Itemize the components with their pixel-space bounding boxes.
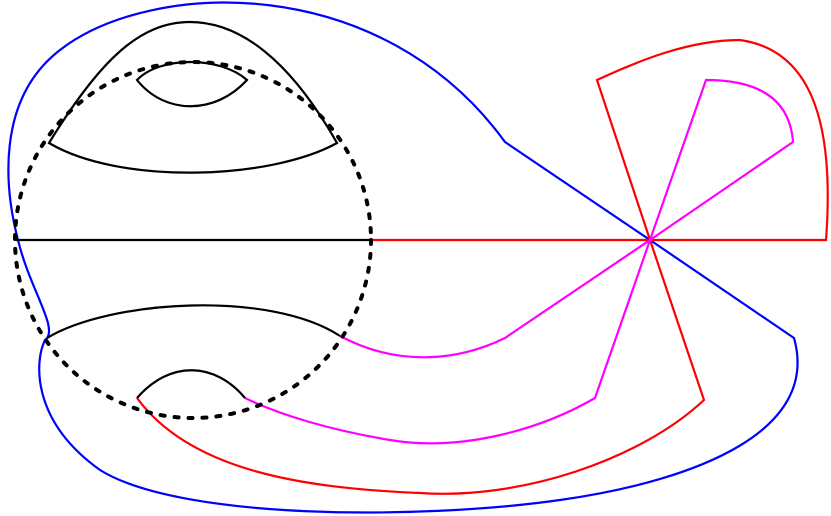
outer-loop-blue	[7, 1, 799, 514]
lower-arc-small	[136, 369, 246, 399]
upper-arc-large	[47, 20, 339, 174]
red-sector-main	[136, 38, 829, 495]
magenta-sector-inner	[244, 239, 652, 445]
upper-arc-small	[135, 60, 249, 108]
lower-arc-large	[46, 304, 341, 339]
magenta-sector-main	[339, 78, 795, 359]
